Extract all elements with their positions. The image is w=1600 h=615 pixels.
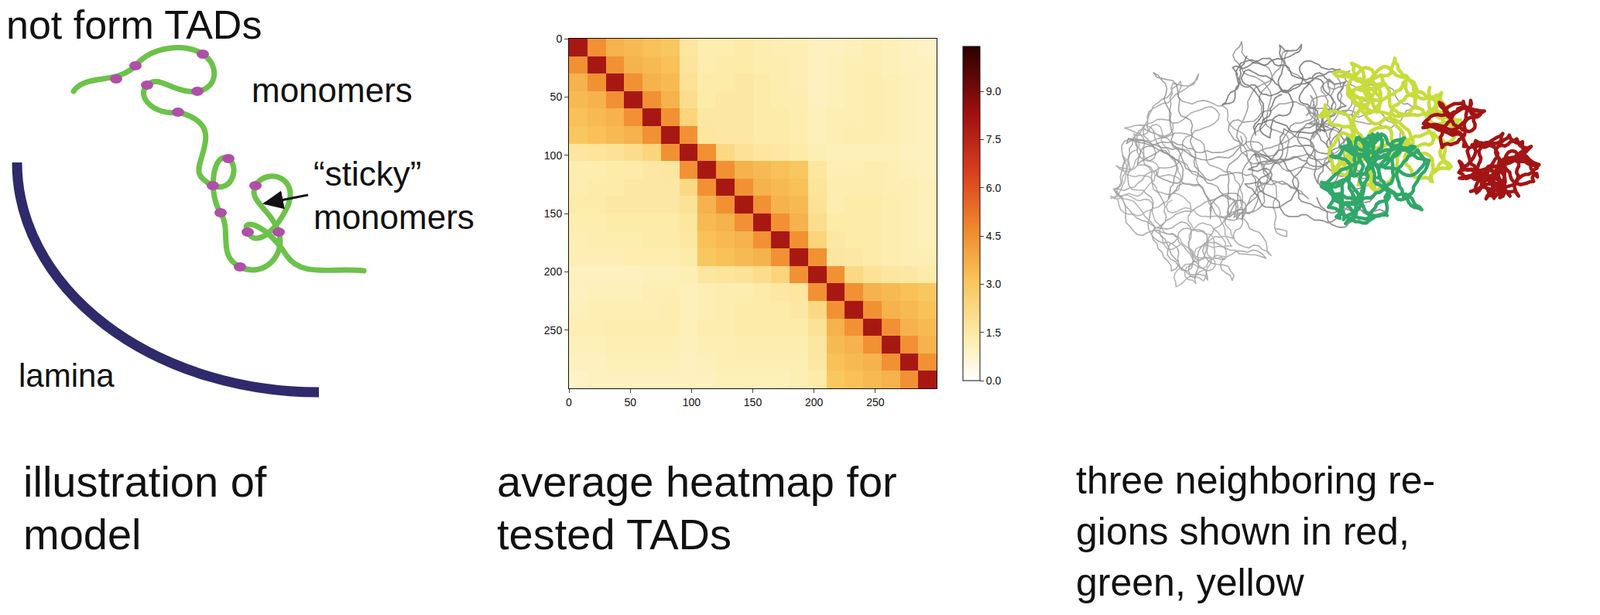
svg-text:200: 200	[805, 396, 824, 409]
svg-text:three neighboring re-: three neighboring re-	[1075, 459, 1436, 503]
svg-text:lamina: lamina	[18, 357, 115, 395]
svg-text:0.0: 0.0	[986, 374, 1002, 388]
svg-text:3.0: 3.0	[986, 277, 1002, 291]
svg-text:monomers: monomers	[313, 198, 475, 237]
svg-text:0: 0	[555, 32, 562, 45]
svg-text:250: 250	[866, 396, 885, 409]
svg-text:green, yellow: green, yellow	[1075, 561, 1305, 605]
svg-text:4.5: 4.5	[986, 229, 1002, 243]
svg-text:illustration of: illustration of	[23, 457, 268, 507]
svg-text:150: 150	[743, 396, 763, 409]
svg-text:100: 100	[682, 396, 702, 409]
svg-text:1.5: 1.5	[986, 326, 1002, 340]
svg-text:100: 100	[544, 149, 563, 162]
svg-text:average heatmap for: average heatmap for	[496, 457, 898, 507]
svg-text:“sticky”: “sticky”	[313, 154, 422, 193]
svg-text:6.0: 6.0	[986, 181, 1002, 195]
svg-text:0: 0	[565, 396, 573, 409]
svg-text:not form TADs: not form TADs	[6, 2, 262, 48]
svg-text:7.5: 7.5	[986, 133, 1002, 146]
svg-text:tested TADs: tested TADs	[496, 510, 732, 559]
svg-text:50: 50	[550, 90, 563, 103]
svg-text:150: 150	[544, 207, 563, 220]
svg-text:monomers: monomers	[251, 71, 413, 110]
svg-text:50: 50	[623, 396, 637, 409]
svg-text:model: model	[23, 510, 142, 559]
svg-text:9.0: 9.0	[986, 85, 1002, 98]
svg-text:gions shown in red,: gions shown in red,	[1075, 510, 1410, 554]
svg-text:200: 200	[544, 265, 563, 278]
svg-text:250: 250	[544, 324, 563, 337]
